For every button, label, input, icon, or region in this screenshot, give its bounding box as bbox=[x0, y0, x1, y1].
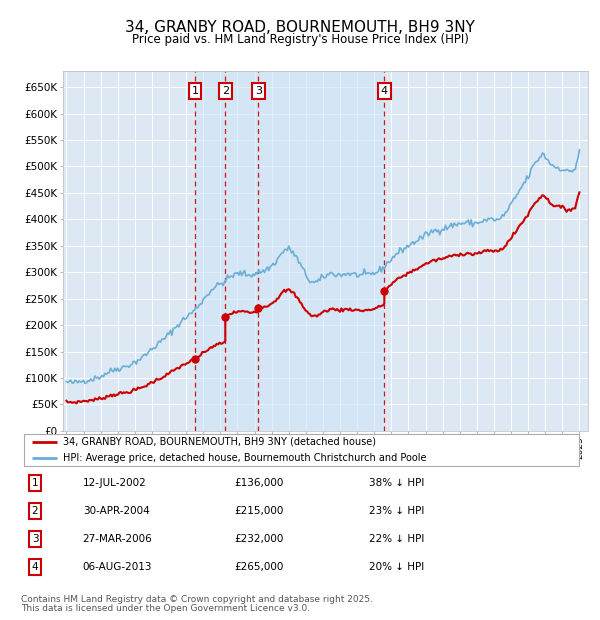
Text: 27-MAR-2006: 27-MAR-2006 bbox=[83, 534, 152, 544]
Text: 12-JUL-2002: 12-JUL-2002 bbox=[83, 478, 146, 488]
Text: £232,000: £232,000 bbox=[234, 534, 284, 544]
Text: £215,000: £215,000 bbox=[234, 506, 284, 516]
Text: 22% ↓ HPI: 22% ↓ HPI bbox=[369, 534, 424, 544]
Text: HPI: Average price, detached house, Bournemouth Christchurch and Poole: HPI: Average price, detached house, Bour… bbox=[63, 453, 427, 463]
Text: 3: 3 bbox=[255, 86, 262, 96]
Text: 20% ↓ HPI: 20% ↓ HPI bbox=[369, 562, 424, 572]
Text: 38% ↓ HPI: 38% ↓ HPI bbox=[369, 478, 424, 488]
Text: 30-APR-2004: 30-APR-2004 bbox=[83, 506, 149, 516]
Text: Contains HM Land Registry data © Crown copyright and database right 2025.: Contains HM Land Registry data © Crown c… bbox=[21, 595, 373, 604]
Text: 34, GRANBY ROAD, BOURNEMOUTH, BH9 3NY (detached house): 34, GRANBY ROAD, BOURNEMOUTH, BH9 3NY (d… bbox=[63, 437, 376, 447]
Text: 1: 1 bbox=[32, 478, 38, 488]
Text: 4: 4 bbox=[32, 562, 38, 572]
Text: 34, GRANBY ROAD, BOURNEMOUTH, BH9 3NY: 34, GRANBY ROAD, BOURNEMOUTH, BH9 3NY bbox=[125, 20, 475, 35]
Text: This data is licensed under the Open Government Licence v3.0.: This data is licensed under the Open Gov… bbox=[21, 604, 310, 613]
Text: £136,000: £136,000 bbox=[234, 478, 284, 488]
Text: 4: 4 bbox=[381, 86, 388, 96]
Text: 2: 2 bbox=[32, 506, 38, 516]
Text: £265,000: £265,000 bbox=[234, 562, 284, 572]
Text: 23% ↓ HPI: 23% ↓ HPI bbox=[369, 506, 424, 516]
Bar bbox=[195, 71, 385, 431]
Text: 2: 2 bbox=[222, 86, 229, 96]
Text: 1: 1 bbox=[191, 86, 199, 96]
Text: Price paid vs. HM Land Registry's House Price Index (HPI): Price paid vs. HM Land Registry's House … bbox=[131, 33, 469, 45]
Text: 3: 3 bbox=[32, 534, 38, 544]
FancyBboxPatch shape bbox=[24, 434, 579, 466]
Text: 06-AUG-2013: 06-AUG-2013 bbox=[83, 562, 152, 572]
